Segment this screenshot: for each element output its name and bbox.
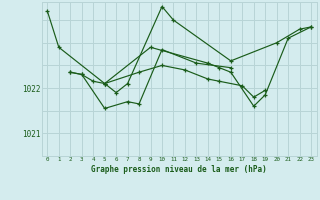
X-axis label: Graphe pression niveau de la mer (hPa): Graphe pression niveau de la mer (hPa) xyxy=(91,165,267,174)
